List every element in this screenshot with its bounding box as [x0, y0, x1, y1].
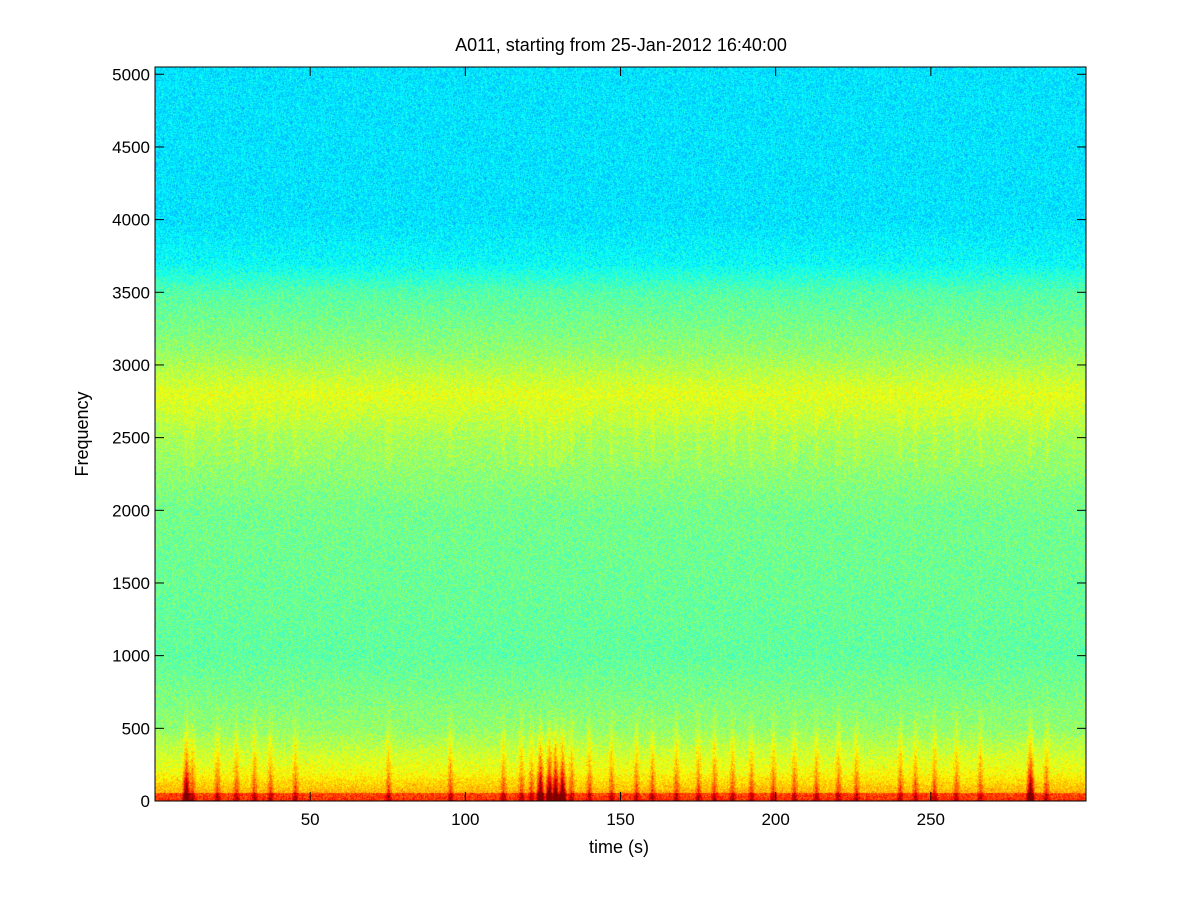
y-tick-label: 500: [122, 719, 150, 738]
x-axis-ticks: 50 100 150 200 250: [301, 67, 945, 829]
y-tick-label: 2000: [112, 501, 150, 520]
spectrogram-heatmap: [155, 67, 1086, 801]
spectrogram-image: [155, 67, 1086, 801]
y-tick-label: 1000: [112, 647, 150, 666]
x-tick-label: 150: [606, 810, 634, 829]
y-tick-label: 5000: [112, 65, 150, 84]
y-tick-label: 4000: [112, 211, 150, 230]
y-tick-label: 2500: [112, 429, 150, 448]
y-tick-label: 3000: [112, 356, 150, 375]
y-axis-ticks: 0 500 1000 1500 2000 2500 3000 3500 4000 4500 5000: [112, 65, 1086, 811]
x-axis-title: time (s): [589, 837, 649, 857]
chart-title: A011, starting from 25-Jan-2012 16:40:00: [455, 35, 787, 55]
x-tick-label: 100: [451, 810, 479, 829]
x-tick-label: 50: [301, 810, 320, 829]
y-tick-label: 0: [141, 792, 150, 811]
y-axis-title: Frequency: [72, 391, 92, 476]
y-tick-label: 1500: [112, 574, 150, 593]
y-tick-label: 3500: [112, 283, 150, 302]
plot-area: [154, 66, 1087, 802]
x-tick-label: 200: [761, 810, 789, 829]
x-tick-label: 250: [917, 810, 945, 829]
y-tick-label: 4500: [112, 138, 150, 157]
